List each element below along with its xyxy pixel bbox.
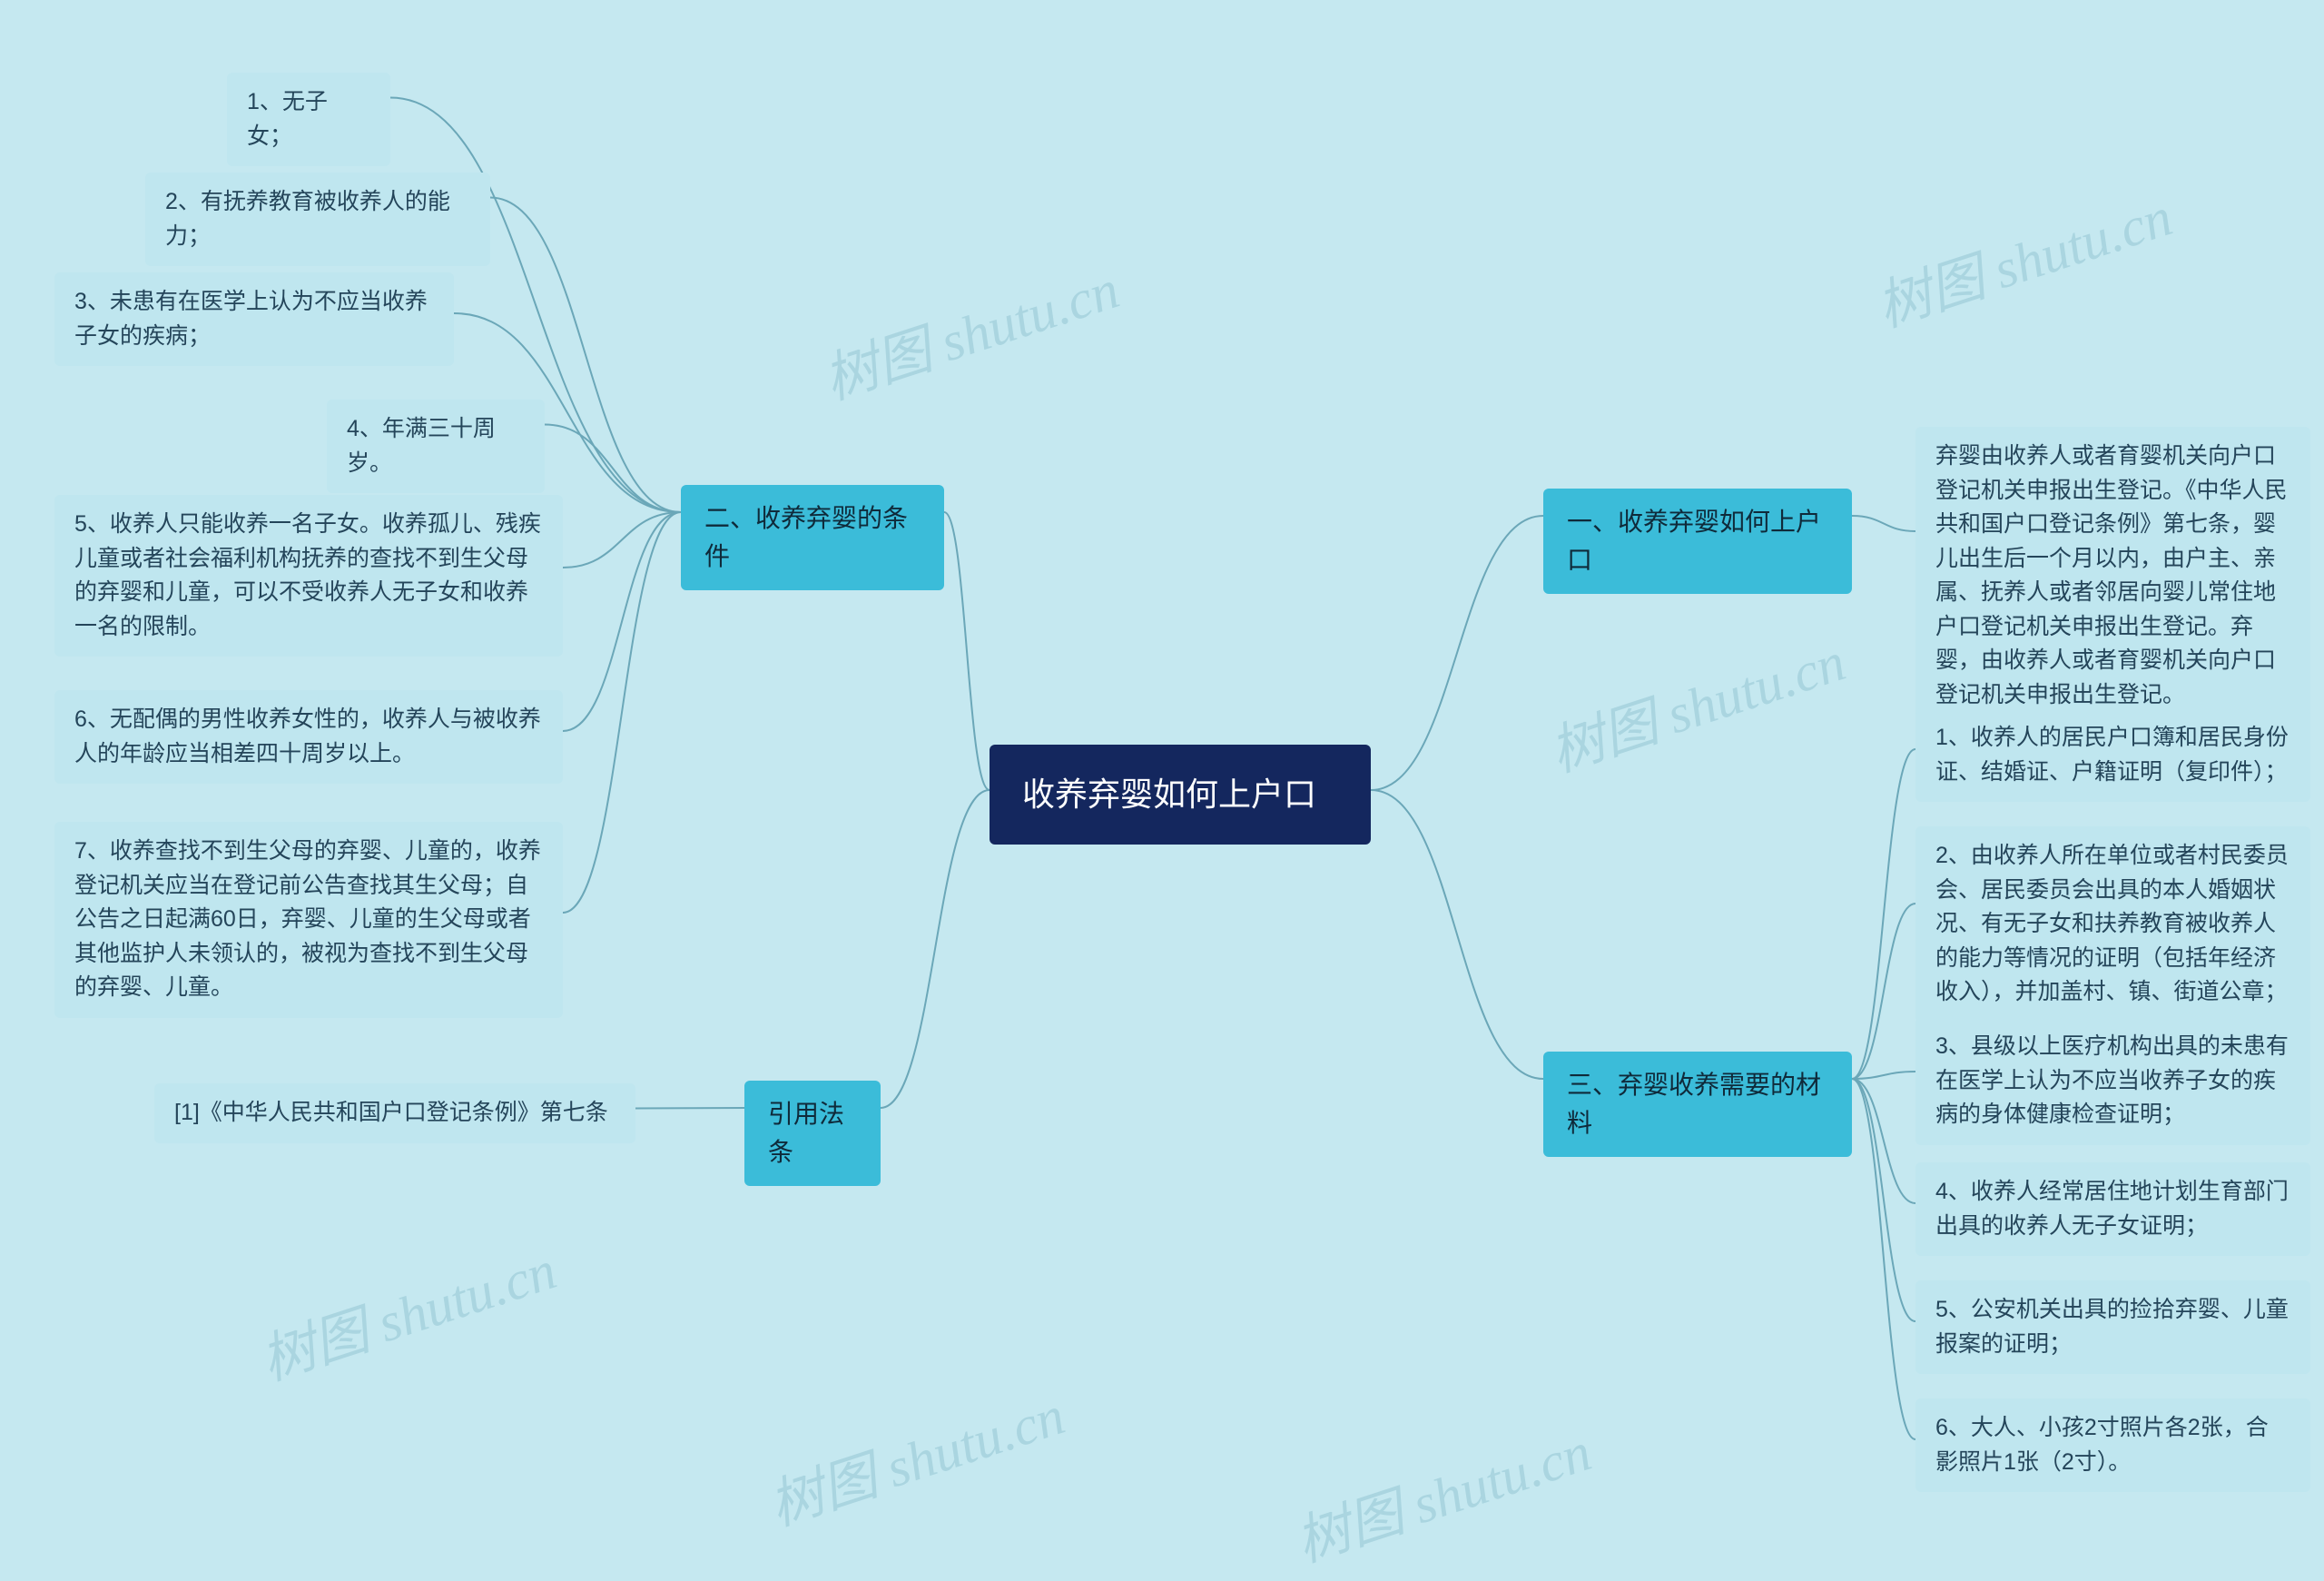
leaf-r3-4: 4、收养人经常居住地计划生育部门出具的收养人无子女证明； bbox=[1915, 1162, 2310, 1256]
leaf-l2-1: 1、无子女； bbox=[227, 73, 390, 166]
leaf-citation-1: [1]《中华人民共和国户口登记条例》第七条 bbox=[154, 1083, 635, 1143]
leaf-l2-6: 6、无配偶的男性收养女性的，收养人与被收养人的年龄应当相差四十周岁以上。 bbox=[54, 690, 563, 784]
branch-section-1[interactable]: 一、收养弃婴如何上户口 bbox=[1543, 489, 1852, 594]
leaf-l2-4: 4、年满三十周岁。 bbox=[327, 400, 545, 493]
leaf-r3-2: 2、由收养人所在单位或者村民委员会、居民委员会出具的本人婚姻状况、有无子女和扶养… bbox=[1915, 826, 2310, 1023]
branch-section-2[interactable]: 二、收养弃婴的条件 bbox=[681, 485, 944, 590]
leaf-l2-3: 3、未患有在医学上认为不应当收养子女的疾病； bbox=[54, 272, 454, 366]
leaf-l2-2: 2、有抚养教育被收养人的能力； bbox=[145, 173, 490, 266]
root-node[interactable]: 收养弃婴如何上户口 bbox=[990, 745, 1371, 845]
leaf-l2-5: 5、收养人只能收养一名子女。收养孤儿、残疾儿童或者社会福利机构抚养的查找不到生父… bbox=[54, 495, 563, 657]
leaf-r3-5: 5、公安机关出具的捡拾弃婴、儿童报案的证明； bbox=[1915, 1280, 2310, 1374]
leaf-l2-7: 7、收养查找不到生父母的弃婴、儿童的，收养登记机关应当在登记前公告查找其生父母；… bbox=[54, 822, 563, 1018]
leaf-r1-1: 弃婴由收养人或者育婴机关向户口登记机关申报出生登记。《中华人民共和国户口登记条例… bbox=[1915, 427, 2310, 725]
mindmap-canvas: 收养弃婴如何上户口 一、收养弃婴如何上户口 弃婴由收养人或者育婴机关向户口登记机… bbox=[0, 0, 2324, 1581]
branch-section-3[interactable]: 三、弃婴收养需要的材料 bbox=[1543, 1052, 1852, 1157]
leaf-r3-1: 1、收养人的居民户口簿和居民身份证、结婚证、户籍证明（复印件）； bbox=[1915, 708, 2310, 802]
leaf-r3-3: 3、县级以上医疗机构出具的未患有在医学上认为不应当收养子女的疾病的身体健康检查证… bbox=[1915, 1017, 2310, 1145]
branch-citation[interactable]: 引用法条 bbox=[744, 1081, 881, 1186]
leaf-r3-6: 6、大人、小孩2寸照片各2张，合影照片1张（2寸）。 bbox=[1915, 1398, 2310, 1492]
